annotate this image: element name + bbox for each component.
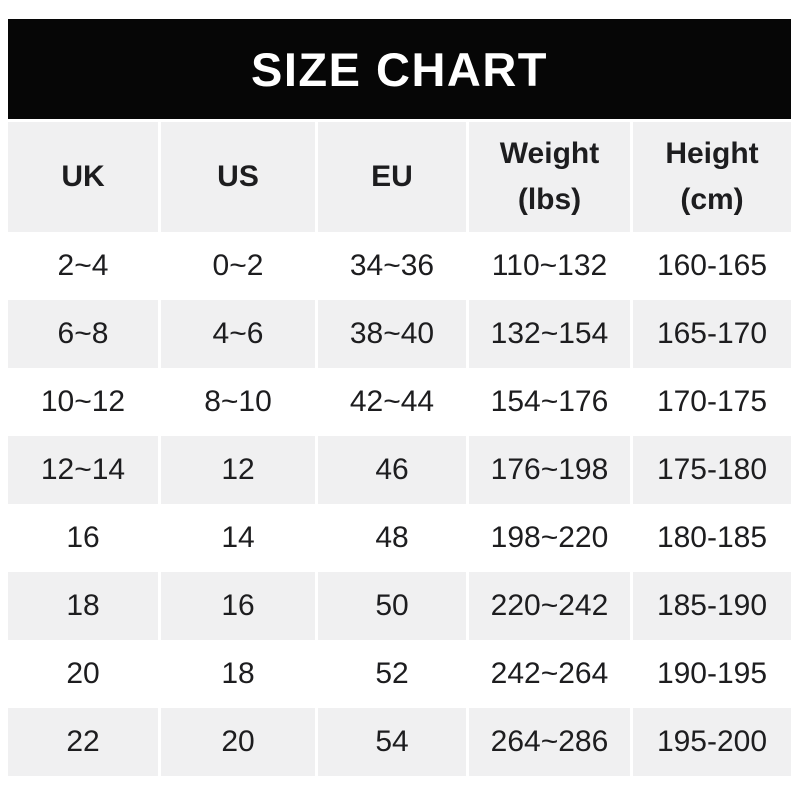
table-cell: 170-175	[656, 385, 768, 418]
table-cell: 16	[66, 521, 100, 554]
column-header-sublabel: (cm)	[680, 183, 744, 216]
table-cell: 0~2	[212, 249, 264, 282]
table-row: 10~12 8~10 42~44 154~176 170-175	[8, 368, 791, 436]
table-cell: 20	[66, 657, 100, 690]
table-cell: 154~176	[490, 385, 609, 418]
table-header-row: UK US EU Weight (lbs) Height (cm)	[8, 122, 791, 232]
table-cell: 110~132	[491, 249, 608, 282]
column-header-label: UK	[61, 160, 105, 193]
table-cell: 22	[8, 708, 158, 776]
column-header-weight: Weight (lbs)	[469, 122, 630, 232]
table-cell: 50	[318, 572, 466, 640]
table-cell: 160-165	[656, 249, 768, 282]
table-cell: 46	[318, 436, 466, 504]
table-cell: 180-185	[656, 521, 768, 554]
table-cell: 4~6	[161, 300, 315, 368]
table-cell: 34~36	[349, 249, 435, 282]
table-row: 18 16 50 220~242 185-190	[8, 572, 791, 640]
table-cell: 165-170	[633, 300, 791, 368]
table-cell: 198~220	[490, 521, 609, 554]
table-cell: 132~154	[469, 300, 630, 368]
table-cell: 2~4	[57, 249, 109, 282]
table-row: 6~8 4~6 38~40 132~154 165-170	[8, 300, 791, 368]
table-cell: 10~12	[40, 385, 126, 418]
table-cell: 12	[161, 436, 315, 504]
table-cell: 14	[221, 521, 255, 554]
column-header-label: US	[217, 160, 259, 193]
table-row: 16 14 48 198~220 180-185	[8, 504, 791, 572]
column-header-uk: UK	[8, 122, 158, 232]
table-cell: 52	[375, 657, 409, 690]
column-header-height: Height (cm)	[633, 122, 791, 232]
table-row: 12~14 12 46 176~198 175-180	[8, 436, 791, 504]
table-row: 22 20 54 264~286 195-200	[8, 708, 791, 776]
column-header-label: Height	[665, 137, 759, 170]
table-cell: 176~198	[469, 436, 630, 504]
size-chart-table: UK US EU Weight (lbs) Height (cm) 2~4 0	[8, 122, 791, 776]
table-row: 20 18 52 242~264 190-195	[8, 640, 791, 708]
table-cell: 16	[161, 572, 315, 640]
size-chart-banner: SIZE CHART	[8, 19, 791, 119]
table-cell: 220~242	[469, 572, 630, 640]
table-cell: 38~40	[318, 300, 466, 368]
column-header-label: EU	[371, 160, 413, 193]
table-row: 2~4 0~2 34~36 110~132 160-165	[8, 232, 791, 300]
column-header-eu: EU	[318, 122, 466, 232]
page-title: SIZE CHART	[251, 42, 548, 96]
table-cell: 48	[375, 521, 409, 554]
column-header-label: Weight	[499, 137, 600, 170]
table-cell: 264~286	[469, 708, 630, 776]
table-cell: 12~14	[8, 436, 158, 504]
table-cell: 54	[318, 708, 466, 776]
table-cell: 6~8	[8, 300, 158, 368]
table-cell: 190-195	[656, 657, 768, 690]
table-cell: 195-200	[633, 708, 791, 776]
table-cell: 20	[161, 708, 315, 776]
column-header-sublabel: (lbs)	[517, 183, 582, 216]
table-cell: 242~264	[490, 657, 609, 690]
table-cell: 18	[221, 657, 255, 690]
table-cell: 42~44	[349, 385, 435, 418]
table-cell: 8~10	[204, 385, 272, 418]
table-cell: 18	[8, 572, 158, 640]
table-cell: 185-190	[633, 572, 791, 640]
column-header-us: US	[161, 122, 315, 232]
table-cell: 175-180	[633, 436, 791, 504]
